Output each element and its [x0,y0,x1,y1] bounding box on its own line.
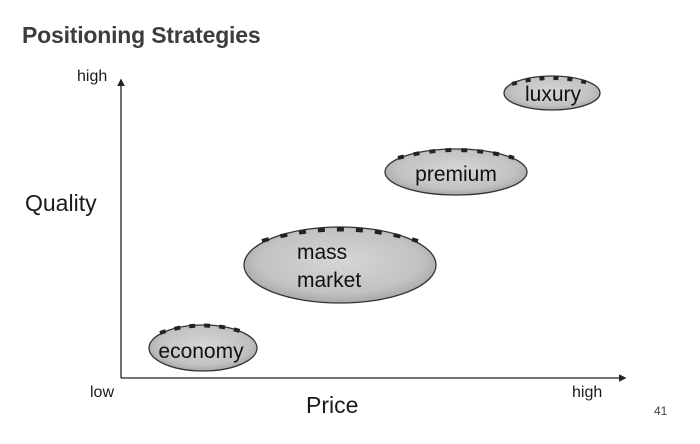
page-number: 41 [654,404,668,418]
mass-market-label-line2: market [297,269,361,292]
y-axis-title: Quality [25,190,97,216]
luxury-label: luxury [525,83,582,106]
y-axis-high-label: high [77,68,108,85]
slide-title: Positioning Strategies [22,22,261,48]
premium-ellipse [384,148,528,196]
luxury-ellipse [503,75,601,111]
x-axis-low-label: low [90,384,115,401]
segment-mass-market: mass market [243,226,437,304]
x-axis-title: Price [306,392,359,418]
economy-label: economy [158,340,244,363]
x-axis-high-label: high [572,384,603,401]
mass-market-ellipse [243,226,437,304]
segment-luxury: luxury [503,75,601,111]
segment-premium: premium [384,148,528,196]
segment-economy: economy [148,323,258,372]
mass-market-label-line1: mass [297,241,347,264]
economy-ellipse [148,324,258,372]
premium-label: premium [415,163,497,186]
